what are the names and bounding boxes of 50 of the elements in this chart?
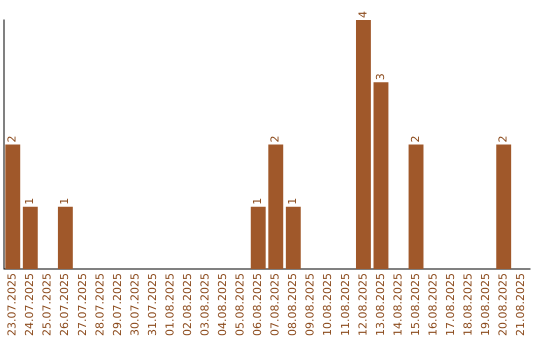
data-label: 1 xyxy=(58,198,72,205)
x-tick-label: 01.08.2025 xyxy=(163,273,176,336)
x-tick-label: 12.08.2025 xyxy=(356,273,370,336)
data-label: 2 xyxy=(6,136,19,143)
x-tick-label: 02.08.2025 xyxy=(180,273,194,336)
x-tick-label: 26.07.2025 xyxy=(58,273,72,336)
bar xyxy=(496,144,512,270)
x-tick-label: 08.08.2025 xyxy=(286,273,300,336)
x-tick-label: 23.07.2025 xyxy=(6,273,19,336)
x-tick-label: 15.08.2025 xyxy=(408,273,422,336)
x-tick-label: 06.08.2025 xyxy=(251,273,264,336)
x-tick-label: 13.08.2025 xyxy=(374,273,387,336)
data-label: 4 xyxy=(356,11,370,18)
bar xyxy=(268,144,284,270)
x-tick-label: 10.08.2025 xyxy=(321,273,334,336)
bar xyxy=(5,144,20,270)
x-tick-label: 18.08.2025 xyxy=(461,273,474,336)
x-tick-label: 20.08.2025 xyxy=(496,273,510,336)
x-tick-label: 14.08.2025 xyxy=(391,273,404,336)
x-tick-label: 31.07.2025 xyxy=(146,273,159,336)
bar xyxy=(356,20,371,270)
bar xyxy=(58,206,73,270)
bar xyxy=(408,144,424,270)
bar xyxy=(22,206,38,270)
x-tick-label: 17.08.2025 xyxy=(444,273,457,336)
bar xyxy=(286,206,301,270)
data-label: 1 xyxy=(286,198,300,205)
data-label: 2 xyxy=(408,136,422,143)
x-tick-label: 19.08.2025 xyxy=(479,273,492,336)
data-label: 3 xyxy=(374,73,387,80)
x-tick-label: 27.07.2025 xyxy=(76,273,89,336)
x-tick-label: 09.08.2025 xyxy=(304,273,317,336)
x-tick-label: 07.08.2025 xyxy=(268,273,282,336)
bar xyxy=(374,82,388,270)
x-tick-label: 05.08.2025 xyxy=(234,273,247,336)
bar xyxy=(250,206,266,270)
x-tick-label: 25.07.2025 xyxy=(40,273,54,336)
x-tick-label: 29.07.2025 xyxy=(110,273,124,336)
x-tick-label: 21.08.2025 xyxy=(514,273,528,336)
x-tick-label: 30.07.2025 xyxy=(128,273,142,336)
x-tick-label: 28.07.2025 xyxy=(93,273,106,336)
x-tick-label: 24.07.2025 xyxy=(23,273,36,336)
data-label: 2 xyxy=(496,136,510,143)
x-tick-label: 11.08.2025 xyxy=(338,273,352,336)
x-tick-label: 03.08.2025 xyxy=(198,273,212,336)
x-tick-label: 16.08.2025 xyxy=(426,273,440,336)
data-label: 1 xyxy=(251,198,264,205)
data-label: 1 xyxy=(23,198,36,205)
x-tick-label: 04.08.2025 xyxy=(216,273,230,336)
data-label: 2 xyxy=(268,136,282,143)
